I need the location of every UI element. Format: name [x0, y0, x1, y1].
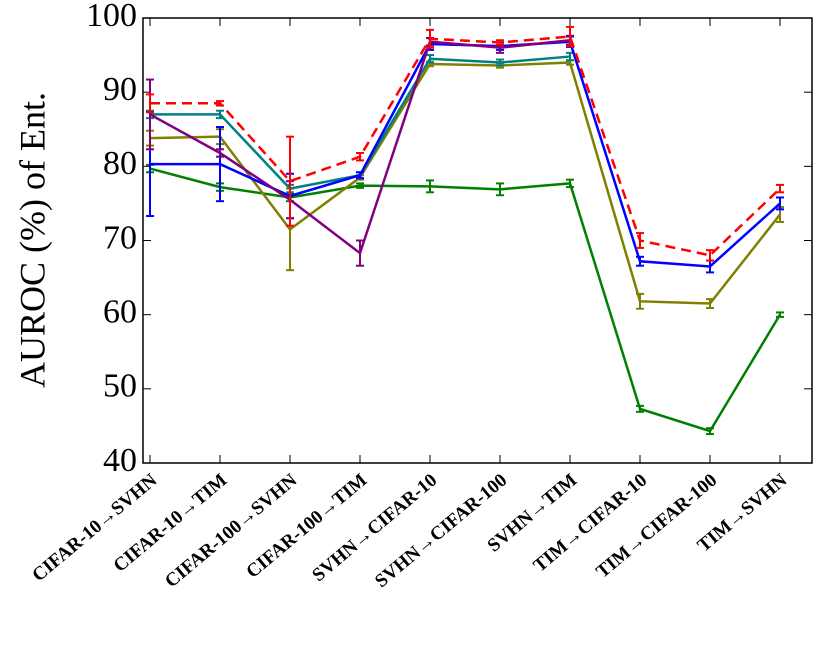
y-tick-label: 40 — [103, 442, 137, 479]
x-tick-label: SVHN→CIFAR-10 — [308, 470, 441, 586]
error-bar — [496, 58, 504, 67]
error-bar — [356, 171, 364, 180]
error-bar — [426, 179, 434, 194]
y-tick-label: 70 — [103, 219, 137, 256]
error-bar — [776, 311, 784, 318]
x-tick-label: CIFAR-100→SVHN — [161, 470, 301, 593]
error-bar — [146, 78, 154, 151]
error-bar — [776, 183, 784, 194]
error-bar — [216, 100, 224, 107]
error-bar — [636, 232, 644, 249]
error-bar — [496, 182, 504, 197]
error-bar — [356, 151, 364, 162]
y-tick-label: 60 — [103, 293, 137, 330]
x-tick-label: TIM→CIFAR-100 — [592, 470, 721, 583]
error-bar — [216, 148, 224, 158]
error-bar — [146, 93, 154, 114]
error-bar — [356, 182, 364, 189]
error-bar — [286, 135, 294, 227]
error-bar — [426, 54, 434, 64]
error-bar — [496, 39, 504, 46]
error-bar — [706, 427, 714, 436]
series-line — [150, 55, 571, 190]
error-bar — [636, 404, 644, 413]
error-bar — [566, 178, 574, 189]
y-tick-label: 80 — [103, 145, 137, 182]
y-tick-label: 90 — [103, 71, 137, 108]
error-bar — [636, 292, 644, 310]
series-line — [150, 40, 781, 268]
error-bar — [216, 126, 224, 203]
y-axis-label: AUROC (%) of Ent. — [12, 92, 52, 388]
series-line — [149, 39, 571, 256]
error-bar — [566, 25, 574, 48]
series-line — [150, 35, 781, 257]
error-bar — [356, 239, 364, 267]
plot-frame — [142, 17, 813, 464]
error-bar — [706, 298, 714, 309]
error-bar — [706, 249, 714, 262]
error-bar — [776, 196, 784, 211]
series-line — [149, 61, 781, 305]
error-bar — [636, 255, 644, 267]
x-tick-label: CIFAR-10→SVHN — [28, 470, 161, 586]
x-tick-label: SVHN→CIFAR-100 — [371, 470, 511, 592]
error-bar — [426, 28, 434, 49]
y-tick-label: 50 — [103, 368, 137, 405]
x-tick-label: CIFAR-100→TIM — [242, 470, 371, 583]
series-line — [149, 167, 782, 433]
error-bar — [216, 109, 224, 120]
y-tick-label: 100 — [86, 0, 137, 34]
